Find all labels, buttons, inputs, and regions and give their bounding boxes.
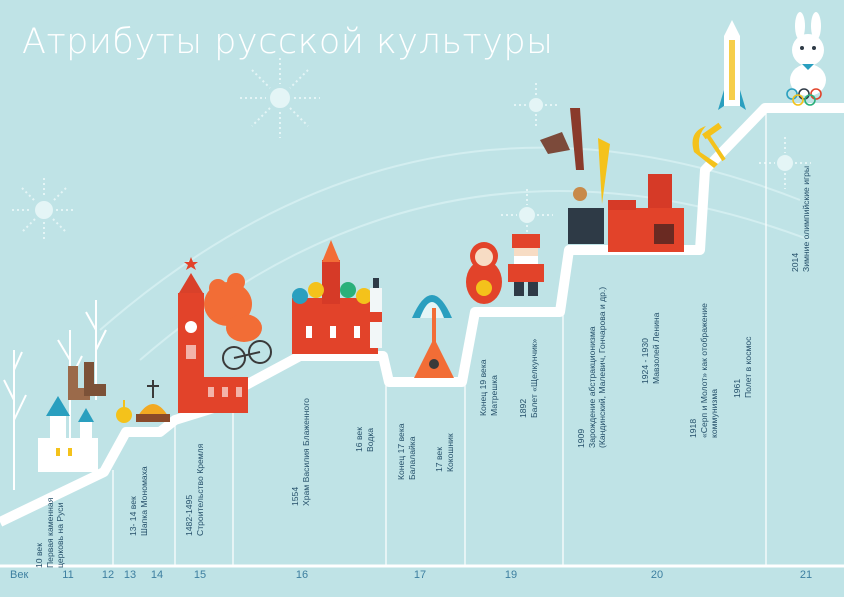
stone-church-illustration: [38, 396, 98, 472]
century-label: 17: [413, 569, 427, 581]
nutcracker-illustration: [508, 234, 544, 296]
century-label: 19: [504, 569, 518, 581]
axis-title: Век: [10, 569, 29, 581]
century-label: 15: [193, 569, 207, 581]
century-label: 14: [150, 569, 164, 581]
timeline-stairs: [0, 103, 844, 527]
vodka-bottle-illustration: [370, 278, 382, 348]
event-label-kokoshnik: 17 век Кокошник: [434, 433, 455, 472]
event-label-nutcracker: 1892 Балет «Щелкунчик»: [518, 338, 539, 418]
event-label-matryoshka: Конец 19 века Матрешка: [478, 359, 499, 416]
century-label: 21: [799, 569, 813, 581]
event-label-vodka: 16 век Водка: [354, 427, 375, 452]
century-label: 12: [101, 569, 115, 581]
century-label: 16: [295, 569, 309, 581]
olympic-bunny-mascot-illustration: [786, 12, 826, 106]
kremlin-tower-illustration: [178, 257, 248, 413]
lenin-mausoleum-illustration: [608, 174, 684, 252]
st-basil-cathedral-illustration: [292, 240, 378, 354]
century-label: 20: [650, 569, 664, 581]
event-label-mausoleum: 1924 - 1930 Мавзолей Ленина: [640, 312, 661, 384]
event-label-olympics: 2014 Зимние олимпийские игры: [790, 165, 811, 272]
page-title: Атрибуты русской культуры: [22, 22, 554, 62]
orb-illustration: [116, 400, 132, 423]
century-label: 13: [123, 569, 137, 581]
event-label-monomakh: 13- 14 век Шапка Мономаха: [128, 466, 149, 536]
event-label-space: 1961 Полет в космос: [732, 336, 753, 398]
bear-on-bicycle-illustration: [204, 273, 272, 370]
monomakh-cap-illustration: [136, 380, 170, 422]
event-label-abstraction: 1909 Зарождение абстракционизма (Кандински…: [576, 286, 607, 448]
abstract-art-illustration: [540, 108, 610, 244]
century-label: 11: [62, 569, 74, 581]
valenki-boots-illustration: [68, 362, 106, 400]
balalaika-illustration: [414, 308, 454, 378]
section-dividers: [112, 108, 767, 565]
event-label-basil: 1554 Храм Василия Блаженного: [290, 398, 311, 506]
event-label-balalaika: Конец 17 века Балалайка: [396, 423, 417, 480]
hammer-and-sickle-icon: [692, 122, 726, 168]
event-label-church: 10 век Первая каменная церковь на Руси: [34, 497, 65, 568]
fireworks-decoration: [12, 58, 811, 242]
rocket-illustration: [718, 20, 746, 110]
event-label-hammer-and-sickle: 1918 «Серп и Молот» как отображение коммун…: [688, 303, 719, 438]
matryoshka-illustration: [466, 242, 502, 304]
event-label-kremlin: 1482-1495 Строительство Кремля: [184, 443, 205, 536]
